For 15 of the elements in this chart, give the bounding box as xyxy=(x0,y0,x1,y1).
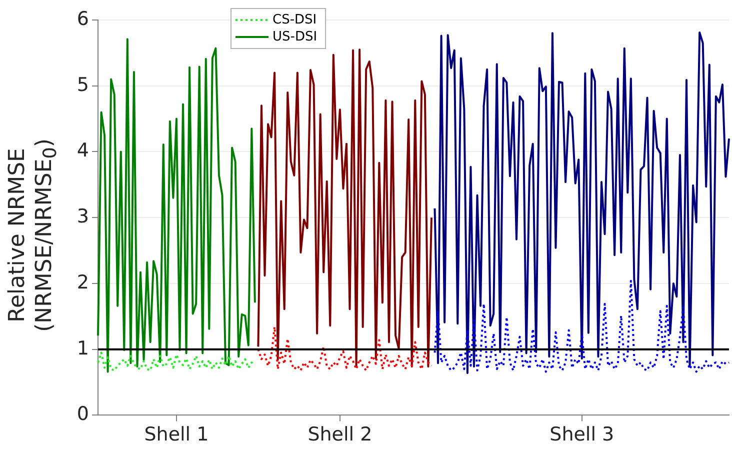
y-tick-label: 4 xyxy=(76,140,89,162)
x-tick-label: Shell 3 xyxy=(550,424,614,446)
y-tick-label: 1 xyxy=(76,337,89,360)
y-tick-label: 0 xyxy=(76,403,89,426)
line-series xyxy=(97,352,256,372)
y-tick-label: 3 xyxy=(76,206,89,228)
x-tick-label: Shell 1 xyxy=(144,424,209,446)
y-tick-label: 6 xyxy=(76,8,89,30)
line-series xyxy=(257,326,432,372)
y-tick-label: 2 xyxy=(76,271,89,294)
line-series xyxy=(434,280,730,373)
y-tick-label: 5 xyxy=(76,74,89,96)
x-tick-label: Shell 2 xyxy=(308,424,372,446)
legend-label: CS-DSI xyxy=(272,12,317,28)
legend-label: US-DSI xyxy=(272,29,318,44)
